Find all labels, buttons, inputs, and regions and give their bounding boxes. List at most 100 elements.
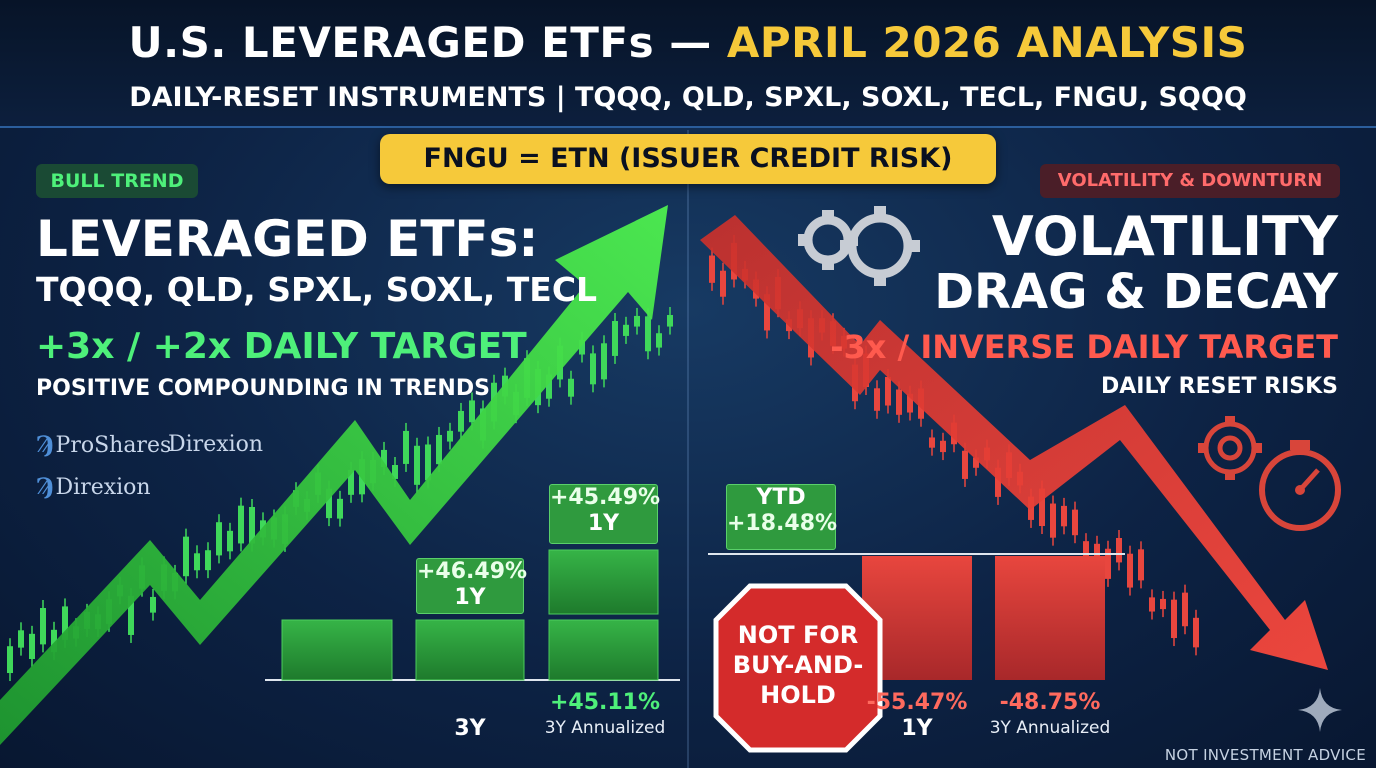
candle-body <box>392 465 398 479</box>
candle-body <box>414 445 420 485</box>
candle-body <box>940 440 946 453</box>
candle-body <box>128 595 134 635</box>
left-note: POSITIVE COMPOUNDING IN TRENDS <box>36 376 490 401</box>
candle-body <box>458 410 464 432</box>
candle-body <box>337 498 343 519</box>
candle-body <box>7 646 13 674</box>
candle-body <box>205 550 211 571</box>
stop-sign-icon <box>713 583 883 753</box>
annualized-label: 3Y Annualized <box>544 718 666 738</box>
direxion-logo-text: Direxion <box>168 432 264 457</box>
stat-box-1y-b: +45.49% 1Y <box>549 484 660 544</box>
candle-body <box>709 255 715 283</box>
candle-body <box>29 633 35 660</box>
red-period-1y: 1Y <box>901 716 933 741</box>
candle-body <box>667 315 673 327</box>
stop-line-2: BUY-AND- <box>732 651 864 679</box>
candle-body <box>40 608 46 645</box>
candle-body <box>1105 548 1111 579</box>
candle-body <box>1050 503 1056 538</box>
panel-divider <box>687 130 689 768</box>
candle-body <box>447 430 453 442</box>
candle-body <box>907 393 913 413</box>
fngu-callout: FNGU = ETN (ISSUER CREDIT RISK) <box>380 134 996 184</box>
candle-body <box>1160 598 1166 610</box>
candle-body <box>874 388 880 411</box>
title-main: U.S. LEVERAGED ETFs — <box>128 18 712 67</box>
candle-body <box>1171 599 1177 639</box>
candle-body <box>929 437 935 448</box>
stop-sign-text: NOT FOR BUY-AND- HOLD <box>716 620 880 710</box>
candle-body <box>216 522 222 556</box>
proshares-logo-text: ProShares <box>55 433 172 458</box>
ytd-label: YTD <box>756 485 806 510</box>
candle-body <box>194 553 200 571</box>
candle-body <box>227 530 233 552</box>
candle-body <box>1039 488 1045 527</box>
direxion-logo-text-2: Direxion <box>55 475 151 500</box>
sparkle-icon <box>1298 688 1342 732</box>
direxion-logo-2: ϠDirexion <box>36 474 151 500</box>
candle-body <box>885 376 891 406</box>
ytd-pct: +18.48% <box>727 511 838 536</box>
candle-body <box>1149 597 1155 612</box>
title-highlight: APRIL 2026 ANALYSIS <box>726 18 1248 67</box>
stop-line-3: HOLD <box>760 681 836 709</box>
right-target: -3x / INVERSE DAILY TARGET <box>830 328 1338 366</box>
candle-body <box>1116 538 1122 563</box>
candle-body <box>62 606 68 640</box>
candle-body <box>1072 509 1078 536</box>
candle-body <box>546 374 552 399</box>
right-note: DAILY RESET RISKS <box>1100 374 1338 399</box>
candle-body <box>973 457 979 468</box>
candle-body <box>656 333 662 348</box>
stat-period: 1Y <box>454 585 486 610</box>
disclaimer: NOT INVESTMENT ADVICE <box>1164 746 1366 764</box>
up-arrow-icon <box>0 205 668 745</box>
stop-line-1: NOT FOR <box>737 621 859 649</box>
left-heading: LEVERAGED ETFs: <box>36 210 539 268</box>
candle-body <box>645 316 651 352</box>
candle-body <box>623 324 629 336</box>
candle-body <box>1193 617 1199 648</box>
gear-clock-icon <box>1203 421 1257 475</box>
stat-period: 1Y <box>587 511 620 536</box>
candle-body <box>381 449 387 468</box>
candle-body <box>568 378 574 397</box>
candle-body <box>612 321 618 356</box>
red-period-3y: 3Y Annualized <box>989 718 1111 738</box>
candle-body <box>51 629 57 653</box>
candle-body <box>469 400 475 423</box>
candle-body <box>601 343 607 380</box>
candle-body <box>238 505 244 544</box>
left-target: +3x / +2x DAILY TARGET <box>36 326 527 367</box>
candle-body <box>348 469 354 495</box>
right-heading-1: VOLATILITY <box>991 205 1338 268</box>
ytd-box: YTD +18.48% <box>726 484 838 550</box>
candle-body <box>995 467 1001 497</box>
candle-body <box>403 430 409 464</box>
candle-body <box>436 434 442 465</box>
candle-body <box>326 488 332 519</box>
page-subtitle: DAILY-RESET INSTRUMENTS | TQQQ, QLD, SPX… <box>129 82 1247 113</box>
candle-body <box>1138 549 1144 581</box>
candle-body <box>18 630 24 648</box>
right-heading-2: DRAG & DECAY <box>934 264 1338 320</box>
candle-body <box>962 450 968 479</box>
candle-body <box>1182 592 1188 627</box>
volatility-tag: VOLATILITY & DOWNTURN <box>1040 164 1340 198</box>
page-title: U.S. LEVERAGED ETFs — APRIL 2026 ANALYSI… <box>0 18 1376 67</box>
candle-body <box>150 596 156 613</box>
direxion-logo: Direxion <box>168 432 263 457</box>
bull-trend-tag: BULL TREND <box>36 164 198 198</box>
red-pct-1y: -55.47% <box>866 690 968 715</box>
candle-body <box>183 536 189 577</box>
candle-body <box>634 315 640 327</box>
red-pct-3y: -48.75% <box>999 690 1101 715</box>
down-arrow-icon <box>700 215 1328 670</box>
left-tickers: TQQQ, QLD, SPXL, SOXL, TECL <box>36 270 598 309</box>
label-3y: 3Y <box>454 716 486 741</box>
candle-body <box>1127 553 1133 588</box>
